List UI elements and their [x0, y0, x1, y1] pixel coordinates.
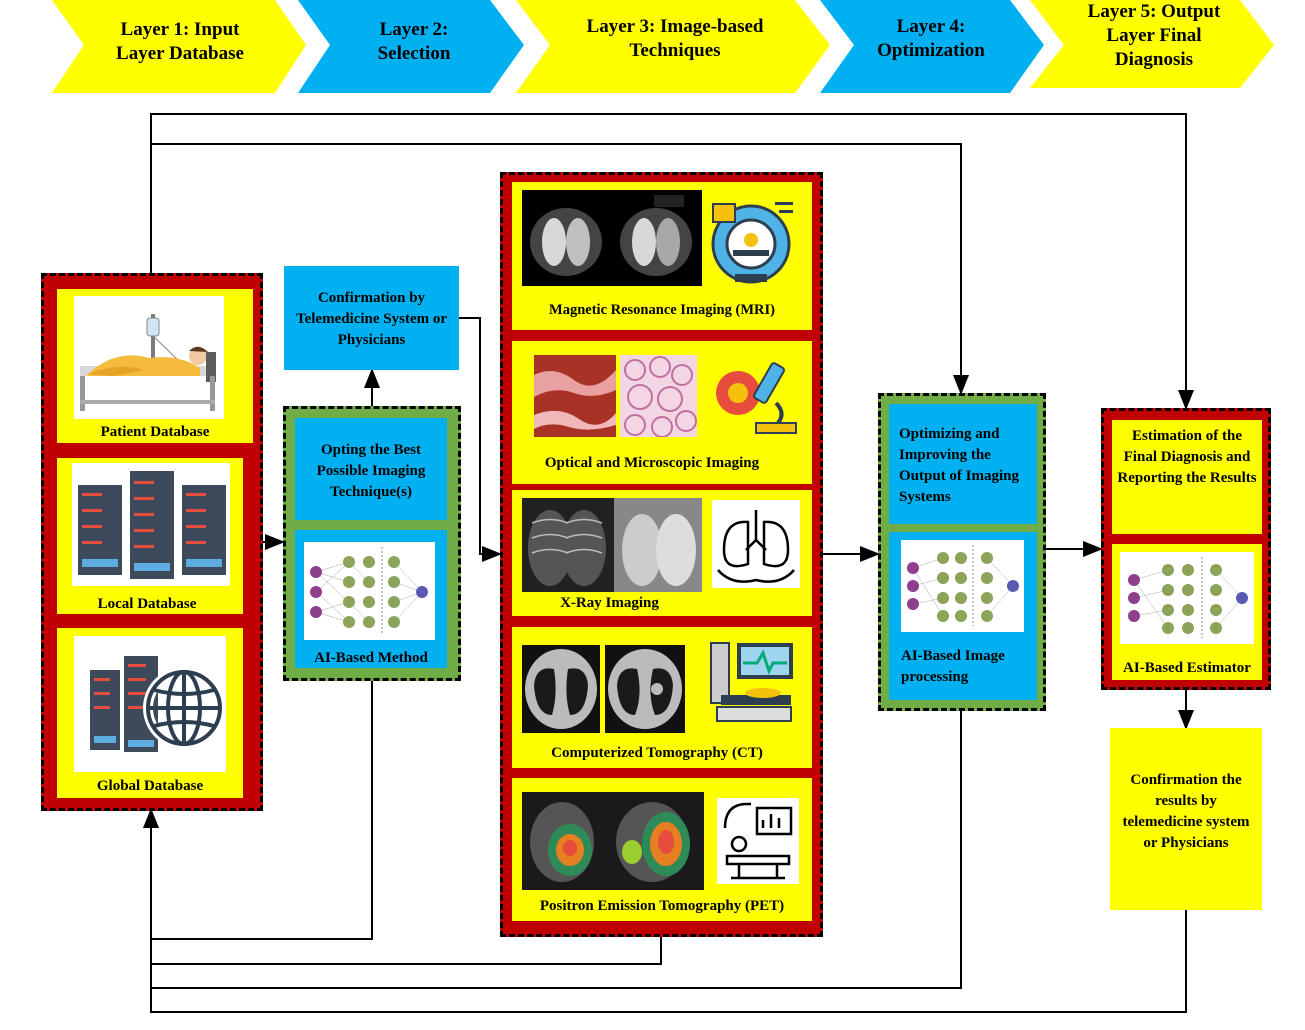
layer-3-label: Layer 3: Image-based Techniques: [586, 16, 764, 61]
arrow-confirmation-to-l3: [459, 317, 502, 562]
feedback-top-inner: [151, 143, 969, 395]
pet-scan-image: [522, 792, 704, 890]
opting-text: Opting the Best Possible Imaging Techniq…: [316, 442, 426, 500]
global-server-icon: [74, 636, 226, 772]
ct-scan-image-2: [605, 645, 685, 733]
server-rack-icon: [72, 463, 230, 586]
global-db-panel: Global Database: [57, 628, 243, 798]
optical-panel: Optical and Microscopic Imaging: [512, 341, 812, 484]
optimizing-text: Optimizing and Improving the Output of I…: [899, 426, 1020, 505]
layer-2-chevron: [298, 0, 524, 93]
mri-panel: Magnetic Resonance Imaging (MRI): [512, 182, 812, 330]
neural-network-icon-l5: [1120, 552, 1254, 644]
confirmation-box: Confirmation by Telemedicine System or P…: [284, 266, 459, 370]
layer-4-label: Layer 4: Optimization: [877, 16, 985, 61]
final-confirmation-text: Confirmation the results by telemedicine…: [1122, 772, 1250, 851]
layer-1-chevron: [52, 0, 306, 93]
layer-5-chevron: [1030, 0, 1274, 88]
ai-estimator-label: AI-Based Estimator: [1123, 660, 1251, 676]
global-db-label: Global Database: [96, 778, 204, 794]
optical-label: Optical and Microscopic Imaging: [544, 455, 760, 471]
pet-label: Positron Emission Tomography (PET): [539, 898, 785, 914]
lungs-icon: [712, 500, 800, 588]
microscopy-cells-image: [620, 355, 697, 437]
mri-scan-image: [522, 190, 702, 286]
ai-estimator-box: AI-Based Estimator: [1112, 544, 1262, 680]
ai-method-label: AI-Based Method: [314, 650, 428, 666]
ai-processing-label: AI-Based Image processing: [901, 648, 1005, 685]
layer-1-label: Layer 1: Input Layer Database: [116, 19, 244, 64]
xray-scan-image: [522, 498, 702, 592]
microscopy-tissue-image: [534, 355, 616, 437]
neural-network-icon-l4: [901, 540, 1024, 632]
local-db-panel: Local Database: [57, 458, 243, 614]
final-confirmation-box: Confirmation the results by telemedicine…: [1110, 728, 1262, 910]
ai-processing-box: AI-Based Image processing: [889, 532, 1037, 700]
layer-3-chevron: [516, 0, 830, 93]
layer-header-bar: [52, 0, 1274, 93]
mri-scanner-icon: [705, 194, 799, 286]
pet-panel: Positron Emission Tomography (PET): [512, 778, 812, 921]
estimation-box: Estimation of the Final Diagnosis and Re…: [1112, 420, 1262, 534]
feedback-bottom-l3: [151, 937, 662, 965]
patient-db-panel: Patient Database: [57, 289, 253, 443]
layer-5-label: Layer 5: Output Layer Final Diagnosis: [1087, 1, 1221, 70]
confirmation-text: Confirmation by Telemedicine System or P…: [295, 290, 448, 348]
estimation-text: Estimation of the Final Diagnosis and Re…: [1117, 428, 1257, 486]
xray-panel: X-Ray Imaging: [512, 490, 812, 616]
ct-panel: Computerized Tomography (CT): [512, 627, 812, 768]
pet-scanner-icon: [717, 798, 799, 884]
neural-network-icon: [304, 542, 435, 640]
feedback-bottom-l5: [143, 808, 1187, 1013]
ct-monitor-icon: [707, 637, 799, 729]
ct-label: Computerized Tomography (CT): [551, 745, 763, 761]
ai-method-box: AI-Based Method: [295, 530, 447, 668]
opting-box: Opting the Best Possible Imaging Techniq…: [295, 418, 447, 520]
ct-scan-image: [522, 645, 600, 733]
optimizing-box: Optimizing and Improving the Output of I…: [889, 404, 1037, 524]
local-db-label: Local Database: [97, 596, 197, 612]
mri-label: Magnetic Resonance Imaging (MRI): [549, 302, 775, 318]
feedback-bottom-l2: [151, 680, 373, 940]
feedback-bottom-l4: [151, 711, 962, 989]
feedback-top-outer: [150, 113, 1194, 410]
layer-4-chevron: [820, 0, 1044, 93]
patient-db-label: Patient Database: [100, 424, 210, 440]
microscope-icon: [712, 353, 800, 441]
hospital-bed-icon: [74, 296, 224, 419]
xray-label: X-Ray Imaging: [560, 595, 659, 611]
layer-2-label: Layer 2: Selection: [377, 19, 451, 64]
